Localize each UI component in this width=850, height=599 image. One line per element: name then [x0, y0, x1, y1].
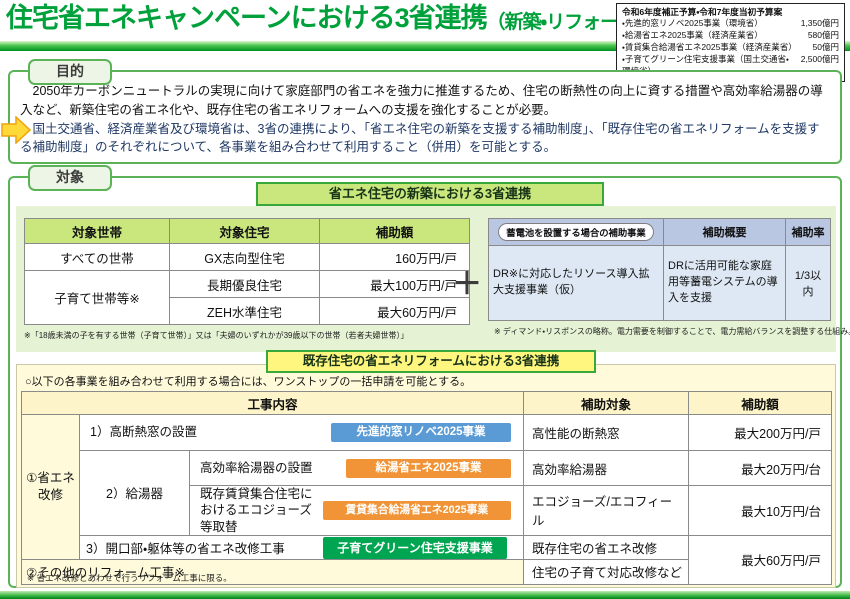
col-housing: 対象住宅 — [169, 218, 320, 244]
budget-item: ・賃貸集合給湯省エネ2025事業（経済産業省） 50億円 — [622, 42, 839, 54]
table-row: ②その他のリフォーム工事※ 住宅の子育て対応改修など — [21, 558, 832, 585]
col-battery-summary: 補助概要 — [663, 218, 786, 246]
new-construction-table: 対象世帯 対象住宅 補助額 すべての世帯 GX志向型住宅 160万円/戸 子育て… — [24, 218, 470, 325]
cell-amount: 最大60万円/戸 — [319, 297, 470, 325]
table-header-row: 対象世帯 対象住宅 補助額 — [24, 218, 470, 244]
col-work: 工事内容 — [21, 391, 524, 415]
budget-item: ・給湯省エネ2025事業（経済産業省） 580億円 — [622, 30, 839, 42]
right-arrow-icon — [1, 116, 31, 144]
cell-household: すべての世帯 — [24, 243, 170, 271]
budget-item-amount: 580億円 — [807, 30, 839, 41]
table-row: すべての世帯 GX志向型住宅 160万円/戸 — [24, 243, 470, 271]
col-target: 補助対象 — [523, 391, 689, 415]
purpose-paragraph-1: 2050年カーボンニュートラルの実現に向けて家庭部門の省エネを強力に推進するため… — [20, 84, 823, 117]
cell-amount: 160万円/戸 — [319, 243, 470, 271]
program-badge-window-renovation: 先進的窓リノベ2025事業 — [331, 423, 511, 442]
cell-target: 高性能の断熱窓 — [523, 414, 689, 451]
cell-amount: 最大10万円/台 — [688, 485, 832, 536]
table-row: ZEH水準住宅 最大60万円/戸 — [25, 297, 470, 325]
budget-item-label: ・先進的窓リノベ2025事業（環境省） — [622, 18, 763, 29]
cell-battery-summary: DRに活用可能な家庭用等蓄電システムの導入を支援 — [663, 245, 786, 321]
cell-category-energy-renovation: ①省エネ改修 — [21, 414, 80, 560]
cell-housing: 長期優良住宅 — [169, 270, 320, 298]
col-battery-program: 蓄電池を設置する場合の補助事業 — [488, 218, 664, 246]
budget-item-label: ・給湯省エネ2025事業（経済産業省） — [622, 30, 763, 41]
table-row: 既存賃貸集合住宅におけるエコジョーズ等取替 賃貸集合給湯省エネ2025事業 エコ… — [22, 485, 832, 536]
new-construction-heading: 省エネ住宅の新築における3省連携 — [256, 182, 604, 206]
work-label: 高効率給湯器の設置 — [200, 460, 313, 475]
budget-item-amount: 50億円 — [812, 41, 839, 52]
budget-summary-box: 令和6年度補正予算・令和7年度当初予算案 ・先進的窓リノベ2025事業（環境省）… — [616, 3, 845, 82]
purpose-tab-label: 目的 — [28, 59, 112, 85]
cell-work: 高効率給湯器の設置 給湯省エネ2025事業 — [189, 450, 524, 486]
renovation-table: 工事内容 補助対象 補助額 ①省エネ改修 1）高断熱窓の設置 先進的窓リノベ20… — [21, 391, 832, 585]
page-title-paren: （新築・リフォーム） — [486, 12, 655, 34]
budget-item-amount: 2,500億円 — [800, 53, 839, 64]
col-battery-rate: 補助率 — [785, 218, 831, 246]
renovation-note: ○以下の各事業を組み合わせて利用する場合には、ワンストップの一括申請を可能とする… — [25, 376, 472, 388]
target-section: 対象 省エネ住宅の新築における3省連携 対象世帯 対象住宅 補助額 すべての世帯… — [8, 165, 850, 588]
purpose-section: 目的 2050年カーボンニュートラルの実現に向けて家庭部門の省エネを強力に推進す… — [8, 59, 842, 164]
cell-amount: 最大20万円/台 — [688, 450, 832, 486]
work-label: 既存賃貸集合住宅におけるエコジョーズ等取替 — [200, 487, 313, 534]
purpose-paragraph-2: 国土交通省、経済産業省及び環境省は、3省の連携により、「省エネ住宅の新築を支援す… — [20, 121, 820, 155]
table-row: ①省エネ改修 1）高断熱窓の設置 先進的窓リノベ2025事業 高性能の断熱窓 最… — [21, 414, 832, 560]
table-row: DR※に対応したリソース導入拡大支援事業（仮） DRに活用可能な家庭用等蓄電シス… — [488, 245, 831, 321]
col-amount: 補助額 — [688, 391, 832, 415]
cell-work: 1）高断熱窓の設置 先進的窓リノベ2025事業 — [79, 414, 524, 451]
cell-subcategory-water-heater: 2）給湯器 — [79, 450, 190, 536]
target-tab-label: 対象 — [28, 165, 112, 191]
bottom-divider-bar — [0, 591, 850, 599]
program-badge-rental-water-heater: 賃貸集合給湯省エネ2025事業 — [322, 500, 511, 520]
cell-target: 既存住宅の省エネ改修 — [523, 534, 689, 560]
table-header-row: 工事内容 補助対象 補助額 — [21, 391, 832, 415]
plus-sign: ＋ — [452, 268, 482, 301]
page-title: 住宅省エネキャンペーンにおける3省連携 （新築・リフォーム） — [6, 1, 655, 36]
cell-target: 住宅の子育て対応改修など — [523, 558, 689, 585]
table-row: 3）開口部・躯体等の省エネ改修工事 既存住宅の省エネ改修 最大60万円/戸 — [22, 534, 832, 585]
battery-table-footnote: ※ ディマンド・リスポンスの略称。電力需要を制御することで、電力需給バランスを調… — [494, 327, 850, 336]
col-amount: 補助額 — [319, 218, 470, 244]
renovation-panel: ○以下の各事業を組み合わせて利用する場合には、ワンストップの一括申請を可能とする… — [16, 364, 836, 588]
budget-item-label: ・賃貸集合給湯省エネ2025事業（経済産業省） — [622, 41, 797, 52]
new-construction-panel: 対象世帯 対象住宅 補助額 すべての世帯 GX志向型住宅 160万円/戸 子育て… — [16, 206, 850, 352]
battery-table: 蓄電池を設置する場合の補助事業 補助概要 補助率 DR※に対応したリソース導入拡… — [488, 218, 831, 321]
cell-amount: 最大60万円/戸 — [688, 534, 832, 585]
renovation-footnote: ※ 省エネ改修とあわせて行うリフォーム工事に限る。 — [27, 573, 232, 583]
col-household: 対象世帯 — [24, 218, 170, 244]
cell-target: 高効率給湯器 — [523, 450, 689, 486]
cell-amount: 最大200万円/戸 — [688, 414, 832, 451]
program-badge-water-heater: 給湯省エネ2025事業 — [346, 458, 511, 478]
cell-work: 既存賃貸集合住宅におけるエコジョーズ等取替 賃貸集合給湯省エネ2025事業 — [189, 485, 524, 536]
cell-household: 子育て世帯等※ — [24, 270, 170, 325]
cell-housing: ZEH水準住宅 — [169, 297, 320, 325]
cell-amount: 最大100万円/戸 — [319, 270, 470, 298]
budget-item-amount: 1,350億円 — [800, 18, 839, 29]
table-header-row: 蓄電池を設置する場合の補助事業 補助概要 補助率 — [488, 218, 831, 246]
battery-program-pill: 蓄電池を設置する場合の補助事業 — [498, 223, 654, 241]
cell-housing: GX志向型住宅 — [169, 243, 320, 271]
cell-target: エコジョーズ/エコフィール — [523, 485, 689, 536]
table-row: 子育て世帯等※ 長期優良住宅 最大100万円/戸 — [24, 270, 470, 325]
cell-other-renovation: ②その他のリフォーム工事※ — [21, 558, 524, 585]
main-table-footnote: ※「18歳未満の子を有する世帯（子育て世帯）」又は「夫婦のいずれかが39歳以下の… — [24, 331, 409, 340]
page-title-main: 住宅省エネキャンペーンにおける3省連携 — [6, 3, 488, 33]
table-row: 2）給湯器 高効率給湯器の設置 給湯省エネ2025事業 高効率給湯器 最大20万… — [22, 450, 832, 536]
renovation-heading: 既存住宅の省エネリフォームにおける3省連携 — [266, 350, 596, 373]
title-divider-bar — [0, 41, 850, 51]
cell-battery-program: DR※に対応したリソース導入拡大支援事業（仮） — [488, 245, 664, 321]
program-badge-green-housing: 子育てグリーン住宅支援事業 — [323, 537, 507, 559]
budget-item: ・先進的窓リノベ2025事業（環境省） 1,350億円 — [622, 18, 839, 30]
budget-heading: 令和6年度補正予算・令和7年度当初予算案 — [622, 7, 783, 17]
work-label: 1）高断熱窓の設置 — [90, 425, 197, 440]
cell-battery-rate: 1/3以内 — [785, 245, 831, 321]
